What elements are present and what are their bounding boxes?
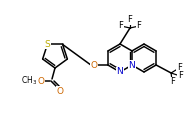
Text: F: F: [128, 15, 132, 24]
Text: CH$_3$: CH$_3$: [21, 75, 37, 87]
Text: F: F: [137, 22, 142, 31]
Text: F: F: [178, 71, 182, 80]
Text: F: F: [177, 63, 181, 72]
Text: S: S: [44, 40, 50, 49]
Text: N: N: [117, 68, 123, 77]
Text: O: O: [90, 61, 97, 69]
Text: N: N: [129, 61, 135, 69]
Text: O: O: [37, 77, 44, 85]
Text: F: F: [170, 77, 175, 86]
Text: F: F: [119, 22, 123, 31]
Text: O: O: [56, 86, 64, 95]
